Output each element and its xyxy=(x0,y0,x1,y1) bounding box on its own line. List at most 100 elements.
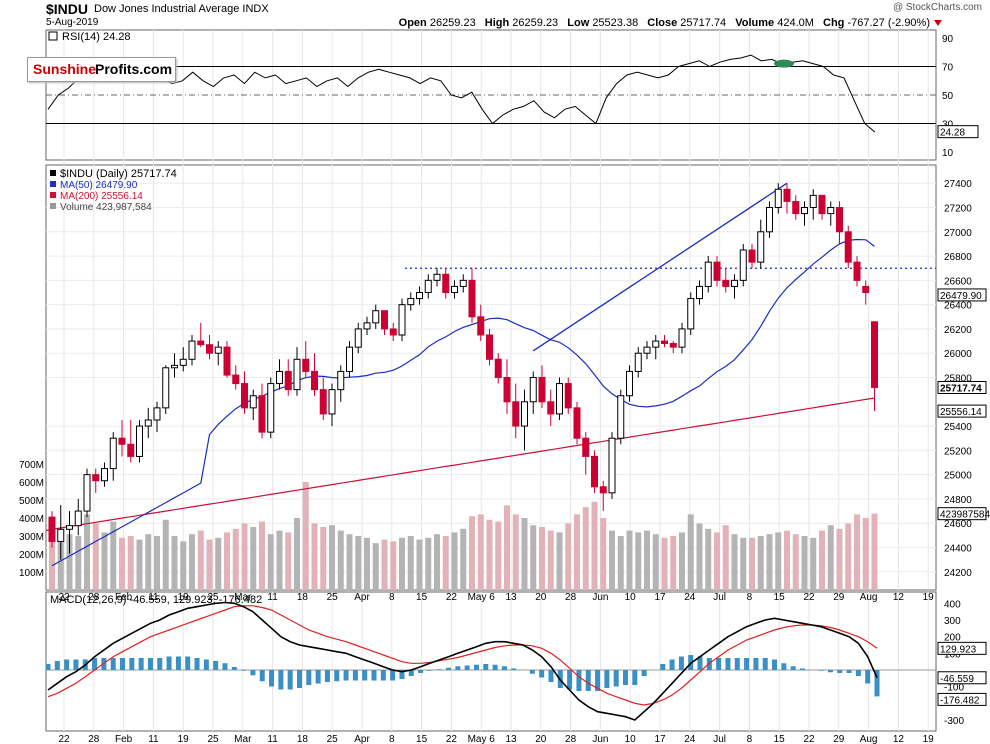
volume-bar xyxy=(84,514,90,590)
macd-hist-bar xyxy=(362,670,368,681)
rsi-value-tag: 24.28 xyxy=(940,128,965,139)
price-tick-label: 25800 xyxy=(944,374,972,385)
candle xyxy=(381,310,388,330)
x-tick-label: Apr xyxy=(354,592,370,603)
macd-hist-bar xyxy=(352,670,358,681)
candle xyxy=(801,207,808,215)
candle xyxy=(276,370,283,385)
volume-bar xyxy=(372,543,379,590)
candle xyxy=(241,383,248,409)
macd-hist-bar xyxy=(334,670,340,682)
macd-hist-bar xyxy=(129,658,135,670)
volume-bar xyxy=(171,536,178,590)
volume-tag-box xyxy=(937,507,987,521)
macd-value-tag: -46.559 xyxy=(940,674,974,685)
candle xyxy=(818,194,826,215)
ma200-legend-swatch xyxy=(50,192,56,198)
candle xyxy=(328,389,336,415)
x-tick-label: 11 xyxy=(267,734,278,744)
x-tick-label: 19 xyxy=(923,592,935,603)
volume-bar xyxy=(399,537,405,590)
close-tag: 25717.74 xyxy=(940,383,982,394)
candle xyxy=(83,474,91,512)
volume-bar xyxy=(390,541,397,590)
volume-bar xyxy=(819,530,825,590)
macd-hist-bar xyxy=(278,670,284,690)
volume-tick-label: 400M xyxy=(19,514,44,525)
volume-bar xyxy=(792,534,799,590)
candle xyxy=(214,346,222,354)
ma50-legend: MA(50) 26479.90 xyxy=(60,180,138,191)
macd-hist-bar xyxy=(762,658,768,670)
candle xyxy=(538,377,546,403)
candle xyxy=(556,383,563,415)
x-tick-label: 15 xyxy=(416,734,428,744)
x-tick-label: Jun xyxy=(592,592,608,603)
x-tick-label: 18 xyxy=(297,592,309,603)
volume-bar xyxy=(661,537,668,590)
candle xyxy=(748,249,756,263)
candle xyxy=(442,273,450,293)
macd-hist-bar xyxy=(865,670,871,684)
candle xyxy=(433,273,441,281)
candle xyxy=(661,340,668,345)
candle xyxy=(591,455,598,488)
candle xyxy=(223,346,231,376)
macd-hist-bar xyxy=(613,670,619,687)
volume-bar xyxy=(92,523,99,590)
macd-hist-bar xyxy=(73,659,79,670)
x-tick-label: 24 xyxy=(684,734,696,744)
macd-hist-bar xyxy=(576,670,582,691)
volume-bar xyxy=(302,482,309,590)
x-tick-label: 19 xyxy=(178,734,190,744)
candle xyxy=(66,525,73,530)
rsi-line xyxy=(47,54,876,133)
candle xyxy=(206,344,213,354)
candle xyxy=(477,316,485,336)
volume-bar xyxy=(407,536,414,590)
candle xyxy=(302,358,310,372)
x-tick-label: Aug xyxy=(860,734,878,744)
ma50-line xyxy=(51,238,875,567)
macd-hist-bar xyxy=(324,670,330,682)
x-tick-label: 28 xyxy=(565,592,577,603)
x-tick-label: 13 xyxy=(505,734,517,744)
macd-legend: MACD(12,26,9) -46.559, 129.923, -176.482 xyxy=(50,594,262,606)
macd-hist-bar xyxy=(529,670,535,674)
price-tick-label: 27000 xyxy=(944,228,972,239)
rsi-tick-label: 70 xyxy=(942,63,954,74)
candle xyxy=(258,395,266,433)
macd-hist-bar xyxy=(744,658,750,670)
macd-hist-bar xyxy=(501,666,507,670)
price-tick-label: 24200 xyxy=(944,568,972,579)
volume-bar xyxy=(766,534,773,590)
volume-bar xyxy=(722,525,729,590)
x-tick-label: Feb xyxy=(115,592,133,603)
volume-bar xyxy=(75,536,82,590)
price-tick-label: 25000 xyxy=(944,471,972,482)
candle xyxy=(573,407,581,439)
macd-hist-bar xyxy=(446,667,452,670)
macd-hist-tag-box xyxy=(937,692,987,706)
macd-hist-bar xyxy=(185,656,191,670)
ma50-tag: 26479.90 xyxy=(940,291,982,302)
volume-bar xyxy=(206,539,213,590)
rsi-tick-label: 10 xyxy=(942,148,954,159)
candle xyxy=(197,340,205,346)
ohlc-summary: Open 26259.23 High 26259.23 Low 25523.38… xyxy=(393,17,930,29)
macd-tick-label: 300 xyxy=(944,616,961,627)
x-tick-label: Mar xyxy=(234,592,252,603)
candle xyxy=(529,377,537,403)
macd-hist-bar xyxy=(716,658,722,670)
candle xyxy=(293,358,301,391)
volume-bar xyxy=(232,528,239,590)
volume-tick-label: 100M xyxy=(19,568,44,579)
volume-bar xyxy=(714,532,720,590)
volume-tick-label: 600M xyxy=(19,478,44,489)
macd-hist-bar xyxy=(539,670,545,678)
price-tick-label: 26000 xyxy=(944,349,972,360)
macd-hist-bar xyxy=(837,670,843,673)
volume-bar xyxy=(381,539,388,590)
macd-hist-bar xyxy=(296,670,302,688)
candle xyxy=(74,510,82,527)
